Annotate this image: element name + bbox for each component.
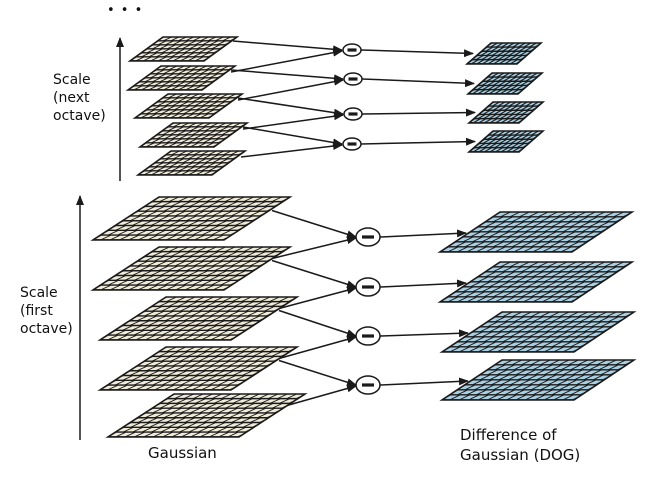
arrow-subtract-to-dog bbox=[360, 49, 474, 58]
label-next-octave: Scale (next octave) bbox=[53, 71, 106, 125]
arrow-subtract-to-dog bbox=[379, 377, 469, 386]
label-line: octave) bbox=[20, 321, 73, 337]
arrow-gaussian-to-subtract bbox=[237, 97, 344, 117]
minus-icon bbox=[347, 48, 357, 52]
arrow-gaussian-to-subtract bbox=[286, 384, 357, 407]
arrow-gaussian-to-subtract bbox=[278, 335, 357, 360]
dog-plane-next-octave bbox=[466, 130, 546, 153]
arrow-gaussian-to-subtract bbox=[237, 77, 344, 101]
label-line: Scale bbox=[53, 72, 91, 88]
arrow-gaussian-to-subtract bbox=[271, 209, 357, 239]
minus-icon bbox=[362, 235, 374, 239]
label-first-octave: Scale (first octave) bbox=[20, 284, 73, 338]
gaussian-plane-next-octave bbox=[132, 93, 245, 119]
gaussian-plane-next-octave bbox=[135, 150, 248, 176]
arrow-gaussian-to-subtract bbox=[271, 259, 357, 289]
label-line: Scale bbox=[20, 285, 58, 301]
arrow-gaussian-to-subtract bbox=[230, 69, 344, 83]
minus-icon bbox=[348, 77, 358, 81]
gaussian-plane-first-octave bbox=[105, 393, 308, 438]
arrow-gaussian-to-subtract bbox=[278, 359, 357, 387]
arrow-gaussian-to-subtract bbox=[230, 48, 343, 73]
label-line: Difference of bbox=[460, 426, 557, 444]
label-dog: Difference of Gaussian (DOG) bbox=[460, 425, 580, 465]
minus-icon bbox=[347, 142, 357, 146]
label-line: (next bbox=[53, 90, 90, 106]
gaussian-plane-first-octave bbox=[90, 246, 293, 291]
label-line: (first bbox=[20, 303, 53, 319]
arrow-subtract-to-dog bbox=[361, 78, 475, 88]
minus-icon bbox=[362, 383, 374, 387]
arrow-subtract-to-dog bbox=[379, 229, 467, 238]
arrow-subtract-to-dog bbox=[360, 137, 476, 146]
dog-plane-first-octave bbox=[439, 311, 637, 353]
dog-plane-next-octave bbox=[464, 42, 544, 65]
minus-icon bbox=[348, 112, 358, 116]
arrow-gaussian-to-subtract bbox=[278, 309, 357, 337]
ellipsis-more-octaves: • • • bbox=[107, 3, 144, 18]
arrow-subtract-to-dog bbox=[379, 279, 467, 288]
dog-plane-first-octave bbox=[437, 261, 635, 303]
gaussian-plane-next-octave bbox=[127, 36, 240, 62]
dog-plane-first-octave bbox=[439, 359, 637, 401]
arrow-gaussian-to-subtract bbox=[242, 112, 344, 130]
label-gaussian: Gaussian bbox=[148, 444, 217, 462]
arrow-gaussian-to-subtract bbox=[278, 286, 357, 310]
gaussian-plane-first-octave bbox=[97, 346, 300, 391]
arrow-gaussian-to-subtract bbox=[242, 126, 343, 147]
gaussian-plane-next-octave bbox=[125, 65, 238, 91]
dog-plane-first-octave bbox=[437, 211, 635, 253]
minus-icon bbox=[362, 285, 374, 289]
dog-plane-next-octave bbox=[465, 72, 545, 95]
arrow-gaussian-to-subtract bbox=[232, 40, 343, 54]
arrow-gaussian-to-subtract bbox=[240, 142, 343, 158]
arrow-subtract-to-dog bbox=[379, 329, 469, 338]
gaussian-plane-first-octave bbox=[90, 196, 293, 241]
arrow-gaussian-to-subtract bbox=[271, 236, 357, 260]
minus-icon bbox=[362, 334, 374, 338]
label-line: octave) bbox=[53, 108, 106, 124]
arrow-subtract-to-dog bbox=[361, 108, 476, 117]
label-line: Gaussian (DOG) bbox=[460, 446, 581, 464]
dog-plane-next-octave bbox=[466, 101, 546, 124]
gaussian-plane-first-octave bbox=[97, 296, 300, 341]
gaussian-plane-next-octave bbox=[137, 122, 250, 148]
